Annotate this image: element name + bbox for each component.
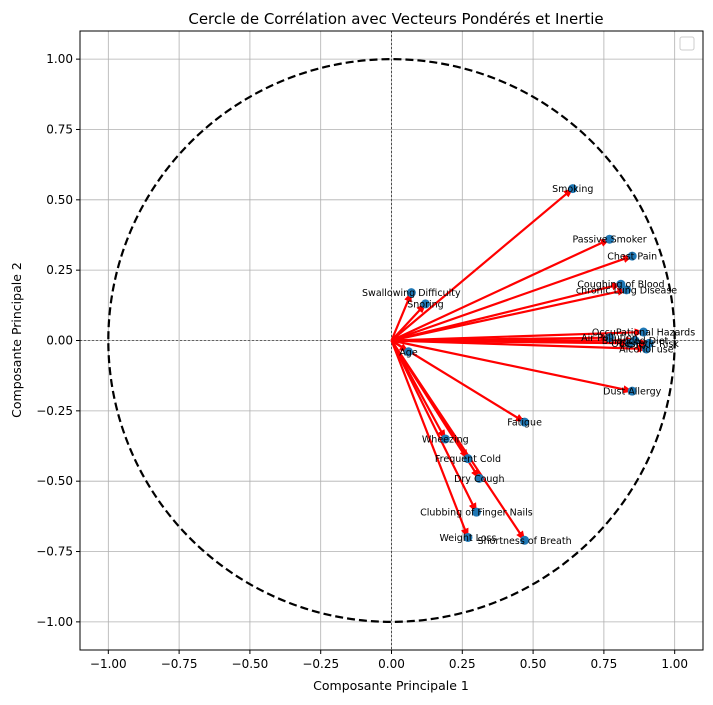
point-label: Obesity [611, 339, 648, 350]
point-label: Clubbing of Finger Nails [420, 508, 533, 519]
x-tick-label: 0.50 [520, 657, 547, 671]
data-point [520, 417, 530, 427]
y-tick-label: −1.00 [36, 615, 73, 629]
vector-arrow [391, 287, 628, 342]
vector-arrow [390, 339, 526, 542]
data-point [639, 327, 649, 337]
point-label: Weight Loss [439, 533, 496, 544]
y-tick-label: −0.50 [36, 474, 73, 488]
data-point [605, 333, 615, 343]
vector-arrow [391, 255, 634, 342]
y-tick-label: 1.00 [46, 52, 73, 66]
point-label: Balanced Diet [602, 336, 669, 347]
point-label: Dry Cough [454, 474, 504, 485]
unit-circle [107, 58, 676, 623]
data-point [627, 251, 637, 261]
x-tick-label: 0.00 [378, 657, 405, 671]
vector-arrow [390, 303, 427, 342]
vector-arrow [391, 339, 634, 394]
point-label: Frequent Cold [435, 454, 501, 465]
data-points [403, 184, 654, 545]
y-tick-label: −0.25 [36, 404, 73, 418]
point-label: Fatigue [507, 418, 542, 429]
data-point [420, 299, 430, 309]
data-point [463, 532, 473, 542]
data-point [622, 285, 632, 295]
chart-title: Cercle de Corrélation avec Vecteurs Pond… [188, 10, 603, 28]
x-axis-title: Composante Principale 1 [313, 678, 469, 693]
x-tick-label: 0.75 [591, 657, 618, 671]
data-point [641, 344, 651, 354]
y-tick-label: 0.25 [46, 263, 73, 277]
y-tick-label: 0.00 [46, 334, 73, 348]
vector-arrow [391, 282, 622, 342]
x-tick-label: −0.50 [232, 657, 269, 671]
data-point [406, 288, 416, 298]
legend-box [679, 36, 695, 51]
vector-arrow [390, 291, 413, 341]
point-label: Passive Smoker [572, 235, 646, 246]
point-label: Chest Pain [607, 252, 657, 263]
point-label: Age [399, 347, 418, 358]
point-label: Snoring [407, 299, 443, 310]
data-point [403, 347, 413, 357]
axis-ticks: −1.00 −0.75 −0.50 −0.25 0.00 0.25 0.50 0.75 1.00… [36, 52, 688, 671]
point-labels: Smoking Passive Smoker Chest Pain Coughing … [362, 184, 695, 547]
point-label: Air Pollution [581, 333, 638, 344]
y-tick-label: 0.50 [46, 193, 73, 207]
vector-arrow [390, 187, 574, 342]
vector-arrows [390, 187, 651, 542]
point-label: Shortness of Breath [478, 536, 572, 547]
point-label: Genetic Risk [620, 339, 680, 350]
unit-circle-layer [107, 58, 676, 623]
x-tick-label: −1.00 [90, 657, 127, 671]
vector-arrow [391, 238, 611, 342]
y-tick-label: 0.75 [46, 122, 73, 136]
y-tick-label: −0.75 [36, 545, 73, 559]
point-label: Smoking [552, 184, 593, 195]
data-point [568, 184, 578, 194]
x-tick-label: −0.75 [161, 657, 198, 671]
vector-arrow [390, 340, 469, 539]
y-axis-title: Composante Principale 2 [9, 262, 24, 418]
x-tick-label: −0.25 [302, 657, 339, 671]
data-point [440, 434, 450, 444]
x-tick-label: 0.25 [449, 657, 476, 671]
x-tick-label: 1.00 [661, 657, 688, 671]
point-label: Swallowing Difficulty [362, 288, 461, 299]
vector-arrow [391, 339, 631, 348]
data-point [624, 338, 634, 348]
data-point [605, 234, 615, 244]
point-label: Wheezing [422, 434, 469, 445]
point-label: chronic Lung Disease [576, 285, 677, 296]
point-label: Alcohol use [619, 344, 674, 355]
data-point [471, 507, 481, 517]
point-label: Dust Allergy [603, 387, 661, 398]
vector-arrow [390, 340, 478, 514]
data-point [520, 535, 530, 545]
point-label: OccuPational Hazards [592, 328, 695, 339]
data-point [463, 454, 473, 464]
data-point [627, 386, 637, 396]
point-label: Coughing of Blood [577, 280, 664, 291]
data-point [474, 473, 484, 483]
data-point [616, 279, 626, 289]
vector-arrow [390, 339, 526, 424]
